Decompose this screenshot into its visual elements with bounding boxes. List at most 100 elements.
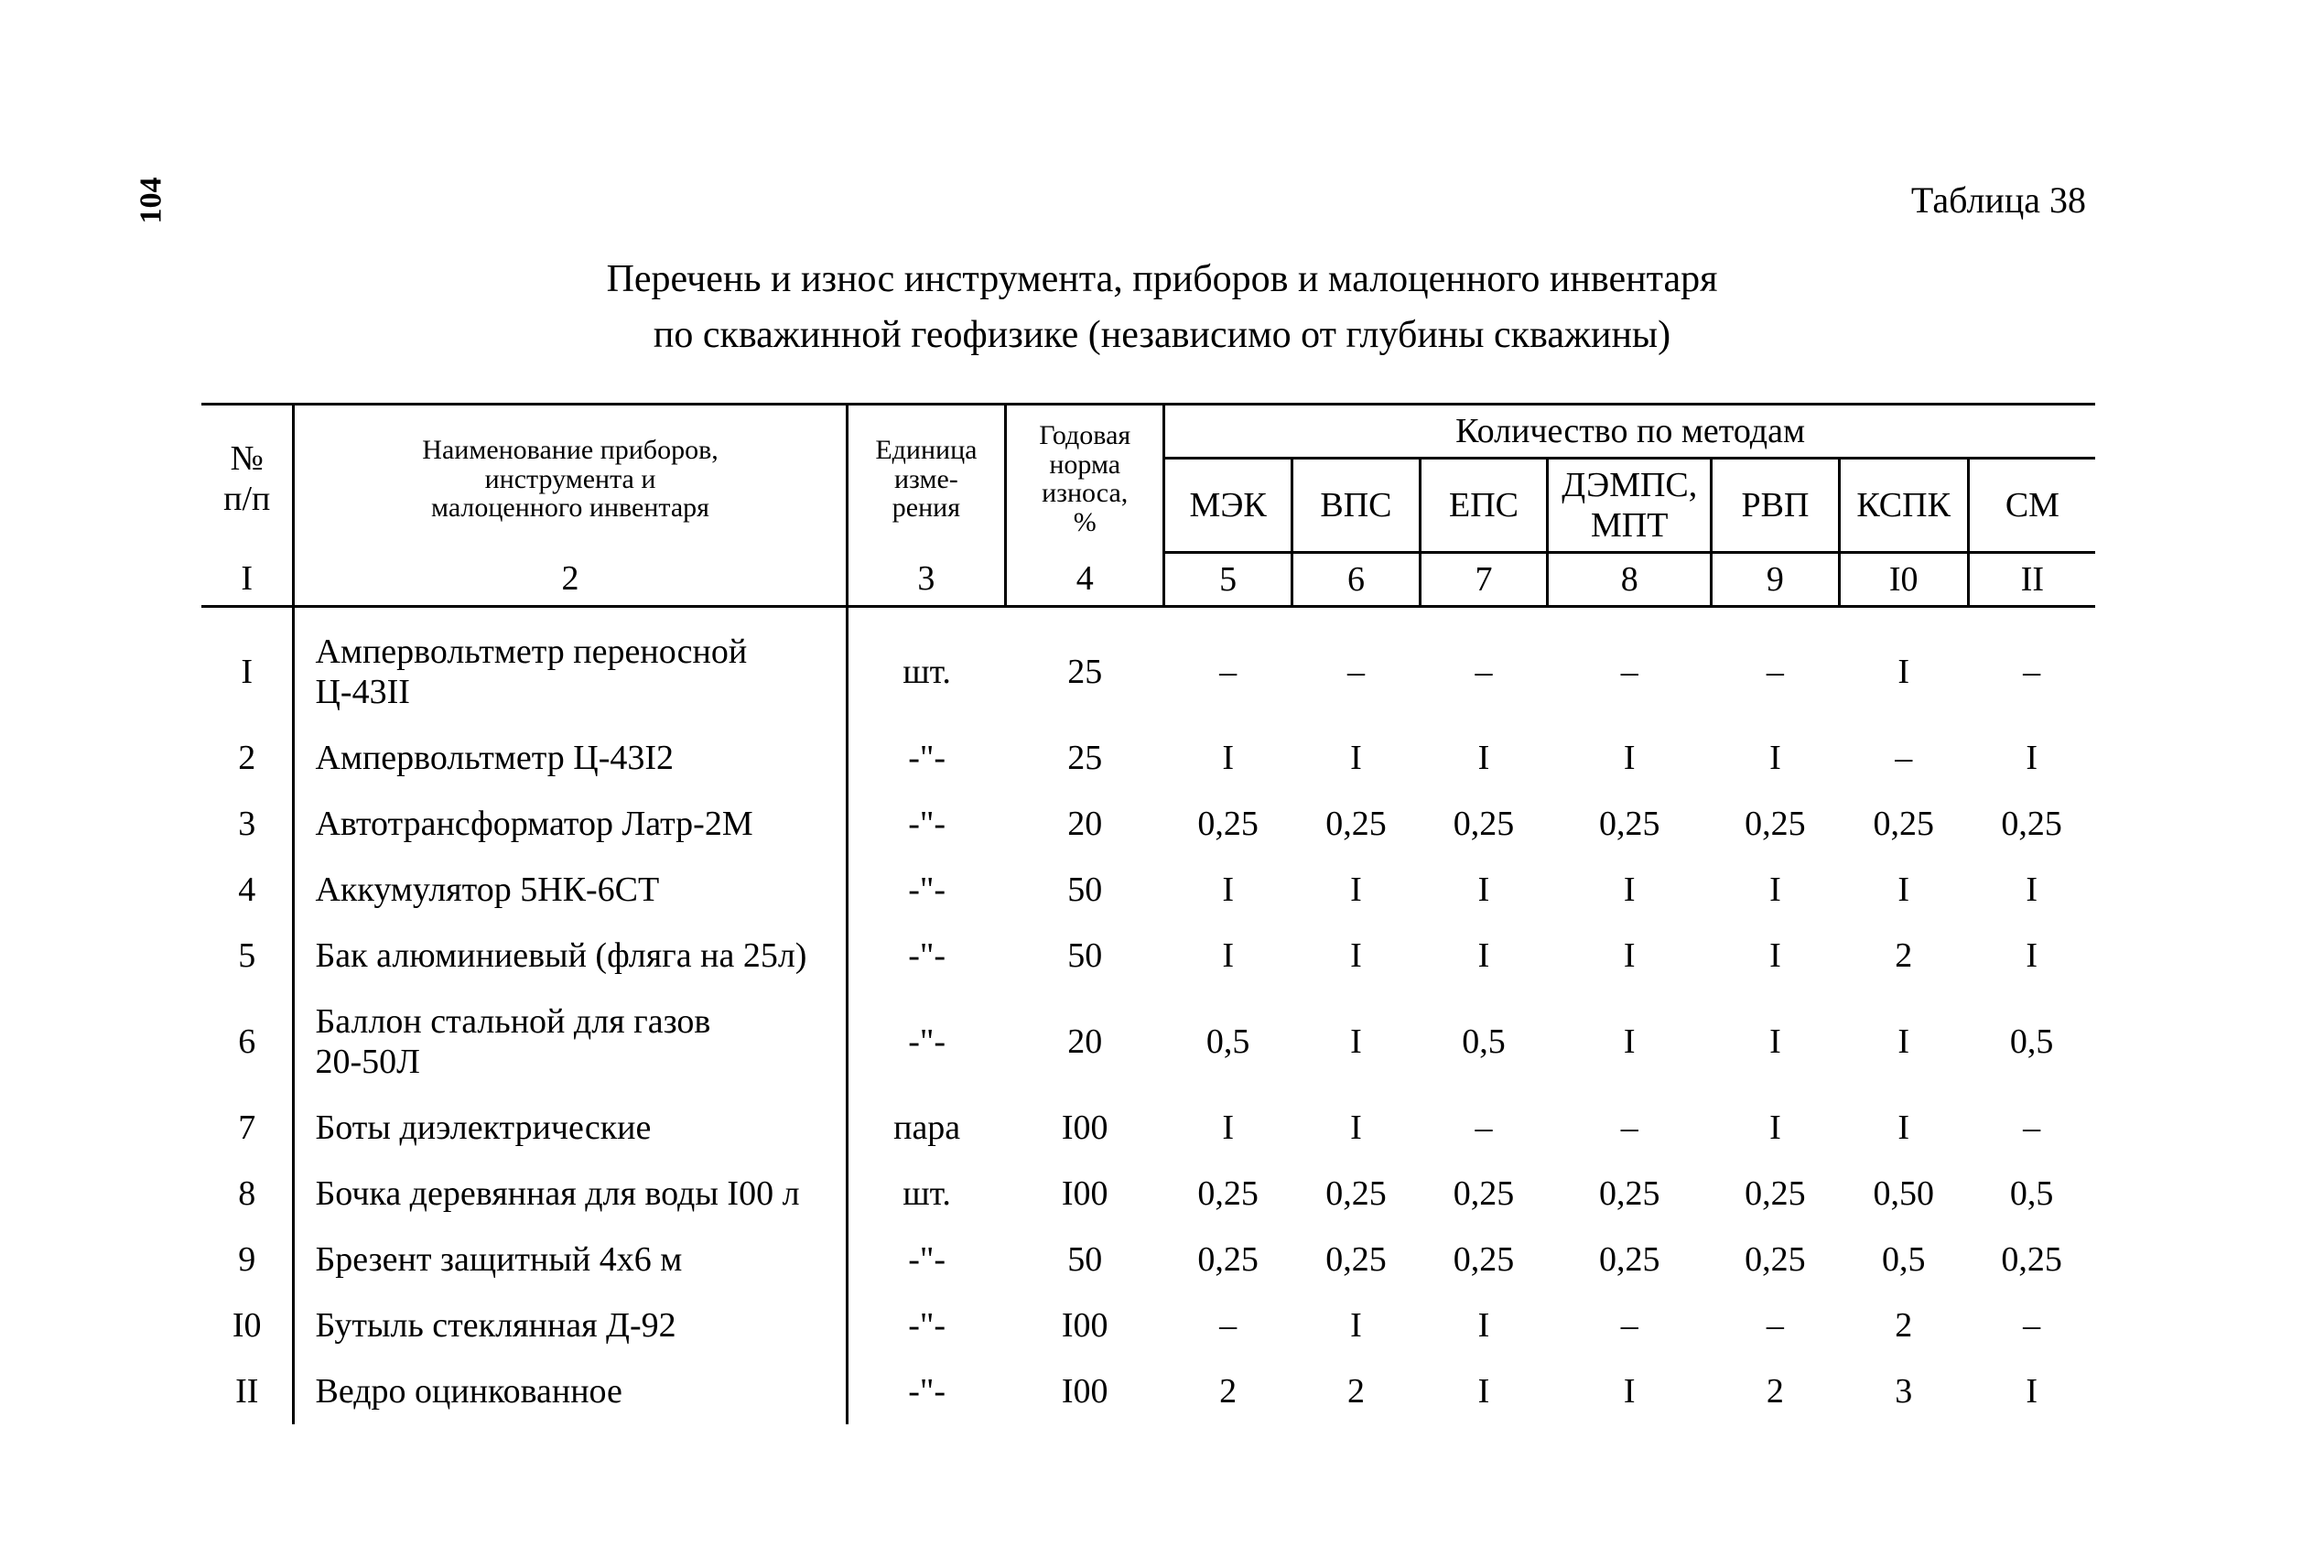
row-unit: -"- <box>847 1227 1006 1292</box>
row-method-2: 0,25 <box>1420 1161 1547 1227</box>
row-method-3: I <box>1548 725 1712 791</box>
row-method-0: 0,25 <box>1164 1161 1292 1227</box>
table-row: 9Брезент защитный 4х6 м-"-500,250,250,25… <box>201 1227 2095 1292</box>
row-method-3: – <box>1548 1095 1712 1161</box>
row-num: 4 <box>201 857 294 923</box>
row-method-2: I <box>1420 923 1547 989</box>
row-method-3: 0,25 <box>1548 1227 1712 1292</box>
colnum-11: II <box>1968 553 2095 607</box>
colnum-8: 8 <box>1548 553 1712 607</box>
row-method-5: 0,25 <box>1839 791 1968 857</box>
row-wear: 20 <box>1006 989 1164 1095</box>
header-method-6: СМ <box>1968 459 2095 553</box>
row-num: 2 <box>201 725 294 791</box>
row-method-4: I <box>1712 857 1839 923</box>
row-wear: I00 <box>1006 1358 1164 1424</box>
header-method-1: ВПС <box>1292 459 1421 553</box>
row-method-5: 2 <box>1839 923 1968 989</box>
row-num: II <box>201 1358 294 1424</box>
colnum-2: 2 <box>294 553 847 607</box>
row-method-6: I <box>1968 1358 2095 1424</box>
header-method-5: КСПК <box>1839 459 1968 553</box>
row-method-3: I <box>1548 1358 1712 1424</box>
table-row: 8Бочка деревянная для воды I00 лшт.I000,… <box>201 1161 2095 1227</box>
row-method-0: – <box>1164 607 1292 726</box>
header-num: №п/п <box>201 405 294 553</box>
row-wear: 25 <box>1006 725 1164 791</box>
row-wear: 25 <box>1006 607 1164 726</box>
row-method-1: 0,25 <box>1292 791 1421 857</box>
row-method-1: 0,25 <box>1292 1161 1421 1227</box>
row-method-6: I <box>1968 923 2095 989</box>
row-method-0: 0,5 <box>1164 989 1292 1095</box>
row-method-4: I <box>1712 725 1839 791</box>
row-method-2: I <box>1420 1292 1547 1358</box>
row-method-2: – <box>1420 1095 1547 1161</box>
row-method-2: 0,25 <box>1420 1227 1547 1292</box>
row-method-1: I <box>1292 1292 1421 1358</box>
row-method-5: – <box>1839 725 1968 791</box>
table-row: 6Баллон стальной для газов20-50Л-"-200,5… <box>201 989 2095 1095</box>
table: №п/п Наименование приборов,инструмента и… <box>201 403 2095 1424</box>
row-unit: -"- <box>847 725 1006 791</box>
row-method-5: I <box>1839 607 1968 726</box>
header-method-0: МЭК <box>1164 459 1292 553</box>
row-unit: -"- <box>847 923 1006 989</box>
row-num: 5 <box>201 923 294 989</box>
table-row: 2Ампервольтметр Ц-43I2-"-25IIIII–I <box>201 725 2095 791</box>
table-row: I0Бутыль стеклянная Д-92-"-I00–II––2– <box>201 1292 2095 1358</box>
row-method-6: 0,5 <box>1968 989 2095 1095</box>
colnum-3: 3 <box>847 553 1006 607</box>
table-body: IАмпервольтметр переноснойЦ-43IIшт.25–––… <box>201 607 2095 1425</box>
row-method-1: I <box>1292 725 1421 791</box>
row-method-6: 0,5 <box>1968 1161 2095 1227</box>
row-method-0: 0,25 <box>1164 791 1292 857</box>
row-method-6: I <box>1968 857 2095 923</box>
row-wear: I00 <box>1006 1095 1164 1161</box>
row-wear: 50 <box>1006 857 1164 923</box>
row-method-5: 0,5 <box>1839 1227 1968 1292</box>
table-row: 5Бак алюминиевый (фляга на 25л)-"-50IIII… <box>201 923 2095 989</box>
row-unit: -"- <box>847 989 1006 1095</box>
row-method-1: I <box>1292 989 1421 1095</box>
row-method-0: I <box>1164 857 1292 923</box>
row-wear: I00 <box>1006 1292 1164 1358</box>
row-method-6: I <box>1968 725 2095 791</box>
row-method-0: – <box>1164 1292 1292 1358</box>
table-row: 4Аккумулятор 5НК-6СТ-"-50IIIIIII <box>201 857 2095 923</box>
row-method-0: I <box>1164 923 1292 989</box>
row-name: Бочка деревянная для воды I00 л <box>294 1161 847 1227</box>
row-method-6: – <box>1968 1095 2095 1161</box>
row-num: 9 <box>201 1227 294 1292</box>
row-wear: 20 <box>1006 791 1164 857</box>
colnum-5: 5 <box>1164 553 1292 607</box>
table-row: 3Автотрансформатор Латр-2М-"-200,250,250… <box>201 791 2095 857</box>
row-name: Ампервольтметр Ц-43I2 <box>294 725 847 791</box>
page-number: 104 <box>135 178 169 224</box>
row-method-6: – <box>1968 1292 2095 1358</box>
row-method-3: I <box>1548 989 1712 1095</box>
row-method-4: I <box>1712 989 1839 1095</box>
row-method-6: 0,25 <box>1968 791 2095 857</box>
row-method-4: I <box>1712 1095 1839 1161</box>
row-wear: 50 <box>1006 1227 1164 1292</box>
row-method-4: – <box>1712 607 1839 726</box>
row-method-3: – <box>1548 1292 1712 1358</box>
row-method-5: 2 <box>1839 1292 1968 1358</box>
row-method-1: – <box>1292 607 1421 726</box>
row-num: 6 <box>201 989 294 1095</box>
row-name: Бутыль стеклянная Д-92 <box>294 1292 847 1358</box>
row-method-1: I <box>1292 857 1421 923</box>
header-method-4: РВП <box>1712 459 1839 553</box>
row-method-1: 0,25 <box>1292 1227 1421 1292</box>
row-method-5: 3 <box>1839 1358 1968 1424</box>
table-row: IАмпервольтметр переноснойЦ-43IIшт.25–––… <box>201 607 2095 726</box>
header-name: Наименование приборов,инструмента ималоц… <box>294 405 847 553</box>
row-wear: 50 <box>1006 923 1164 989</box>
row-method-5: I <box>1839 989 1968 1095</box>
row-unit: -"- <box>847 857 1006 923</box>
row-method-0: 0,25 <box>1164 1227 1292 1292</box>
row-name: Боты диэлектрические <box>294 1095 847 1161</box>
colnum-1: I <box>201 553 294 607</box>
row-num: 7 <box>201 1095 294 1161</box>
